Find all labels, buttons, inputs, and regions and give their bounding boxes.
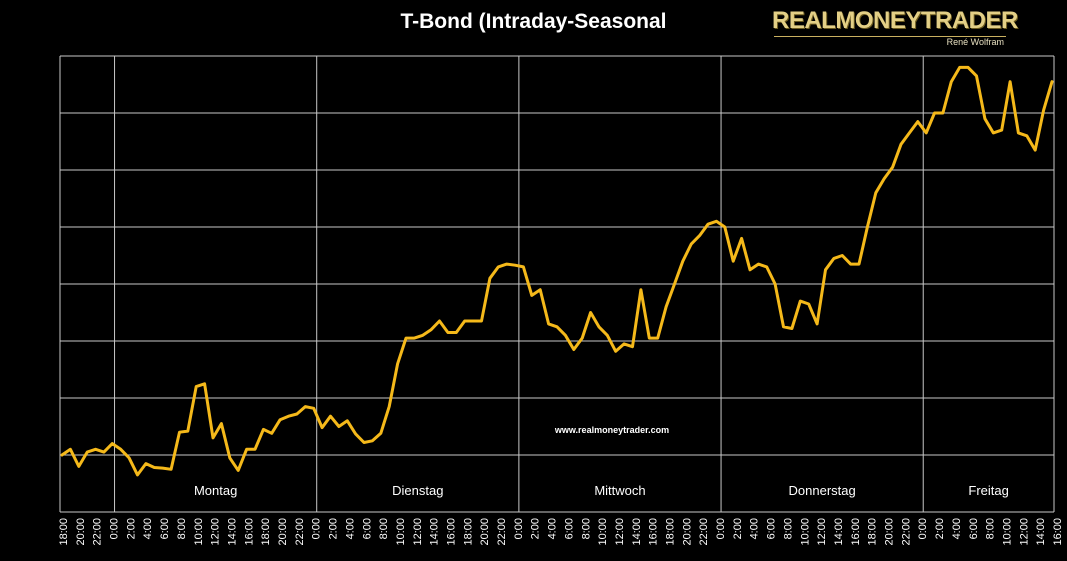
x-tick-label: 16:00 xyxy=(648,518,660,546)
brand-author: René Wolfram xyxy=(946,37,1004,47)
x-tick-label: 8:00 xyxy=(378,518,390,539)
x-tick-label: 14:00 xyxy=(226,518,238,546)
day-label: Dienstag xyxy=(392,483,443,498)
x-tick-label: 2:00 xyxy=(530,518,542,539)
x-tick-label: 6:00 xyxy=(159,518,171,539)
x-tick-label: 6:00 xyxy=(563,518,575,539)
x-tick-label: 20:00 xyxy=(277,518,289,546)
x-tick-label: 14:00 xyxy=(1035,518,1047,546)
x-tick-label: 22:00 xyxy=(92,518,104,546)
x-tick-label: 8:00 xyxy=(985,518,997,539)
x-tick-label: 22:00 xyxy=(900,518,912,546)
x-tick-label: 18:00 xyxy=(867,518,879,546)
x-tick-label: 10:00 xyxy=(395,518,407,546)
day-label: Freitag xyxy=(968,483,1008,498)
x-tick-label: 16:00 xyxy=(243,518,255,546)
x-tick-label: 14:00 xyxy=(631,518,643,546)
x-tick-label: 0:00 xyxy=(311,518,323,539)
x-tick-labels: 18:00 20:00 22:00 0:00 2:00 4:00 6:00 8:00 10:00… xyxy=(58,518,1064,546)
x-tick-label: 4:00 xyxy=(344,518,356,539)
x-tick-label: 20:00 xyxy=(75,518,87,546)
x-tick-label: 14:00 xyxy=(429,518,441,546)
x-tick-label: 8:00 xyxy=(782,518,794,539)
x-tick-label: 2:00 xyxy=(125,518,137,539)
x-tick-label: 4:00 xyxy=(749,518,761,539)
x-tick-label: 16:00 xyxy=(850,518,862,546)
brand-logo: REALMONEYTRADER René Wolfram xyxy=(772,7,1018,47)
x-tick-label: 6:00 xyxy=(968,518,980,539)
x-tick-label: 10:00 xyxy=(1001,518,1013,546)
x-tick-label: 16:00 xyxy=(1052,518,1064,546)
x-tick-label: 16:00 xyxy=(445,518,457,546)
day-label: Mittwoch xyxy=(594,483,645,498)
x-tick-label: 0:00 xyxy=(109,518,121,539)
x-tick-label: 12:00 xyxy=(1018,518,1030,546)
x-tick-label: 20:00 xyxy=(479,518,491,546)
x-tick-label: 8:00 xyxy=(176,518,188,539)
x-tick-label: 4:00 xyxy=(951,518,963,539)
series-line xyxy=(60,65,1054,477)
x-tick-label: 0:00 xyxy=(917,518,929,539)
x-tick-label: 18:00 xyxy=(260,518,272,546)
x-tick-label: 18:00 xyxy=(462,518,474,546)
x-tick-label: 12:00 xyxy=(412,518,424,546)
x-tick-label: 2:00 xyxy=(934,518,946,539)
x-tick-label: 0:00 xyxy=(513,518,525,539)
x-tick-label: 20:00 xyxy=(681,518,693,546)
x-tick-label: 20:00 xyxy=(884,518,896,546)
x-tick-label: 22:00 xyxy=(294,518,306,546)
x-tick-label: 12:00 xyxy=(614,518,626,546)
x-tick-label: 18:00 xyxy=(665,518,677,546)
x-tick-label: 8:00 xyxy=(580,518,592,539)
brand-underline xyxy=(774,36,1006,37)
x-tick-label: 22:00 xyxy=(496,518,508,546)
x-tick-label: 0:00 xyxy=(715,518,727,539)
x-tick-label: 12:00 xyxy=(816,518,828,546)
x-tick-label: 12:00 xyxy=(210,518,222,546)
chart-title: T-Bond (Intraday-Seasonal xyxy=(400,10,667,33)
x-tick-label: 22:00 xyxy=(698,518,710,546)
x-tick-label: 6:00 xyxy=(766,518,778,539)
x-tick-label: 2:00 xyxy=(732,518,744,539)
day-labels: Montag Dienstag Mittwoch Donnerstag Freitag xyxy=(194,483,1009,498)
x-tick-label: 18:00 xyxy=(58,518,70,546)
day-label: Donnerstag xyxy=(789,483,856,498)
watermark-text: www.realmoneytrader.com xyxy=(554,425,669,435)
day-separators xyxy=(114,56,924,512)
x-tick-label: 2:00 xyxy=(328,518,340,539)
x-tick-label: 14:00 xyxy=(833,518,845,546)
brand-name: REALMONEYTRADER xyxy=(772,7,1018,34)
x-tick-label: 4:00 xyxy=(547,518,559,539)
x-tick-label: 10:00 xyxy=(597,518,609,546)
x-tick-label: 6:00 xyxy=(361,518,373,539)
x-tick-label: 4:00 xyxy=(142,518,154,539)
grid xyxy=(59,55,1055,513)
x-tick-label: 10:00 xyxy=(193,518,205,546)
day-label: Montag xyxy=(194,483,237,498)
x-tick-label: 10:00 xyxy=(799,518,811,546)
